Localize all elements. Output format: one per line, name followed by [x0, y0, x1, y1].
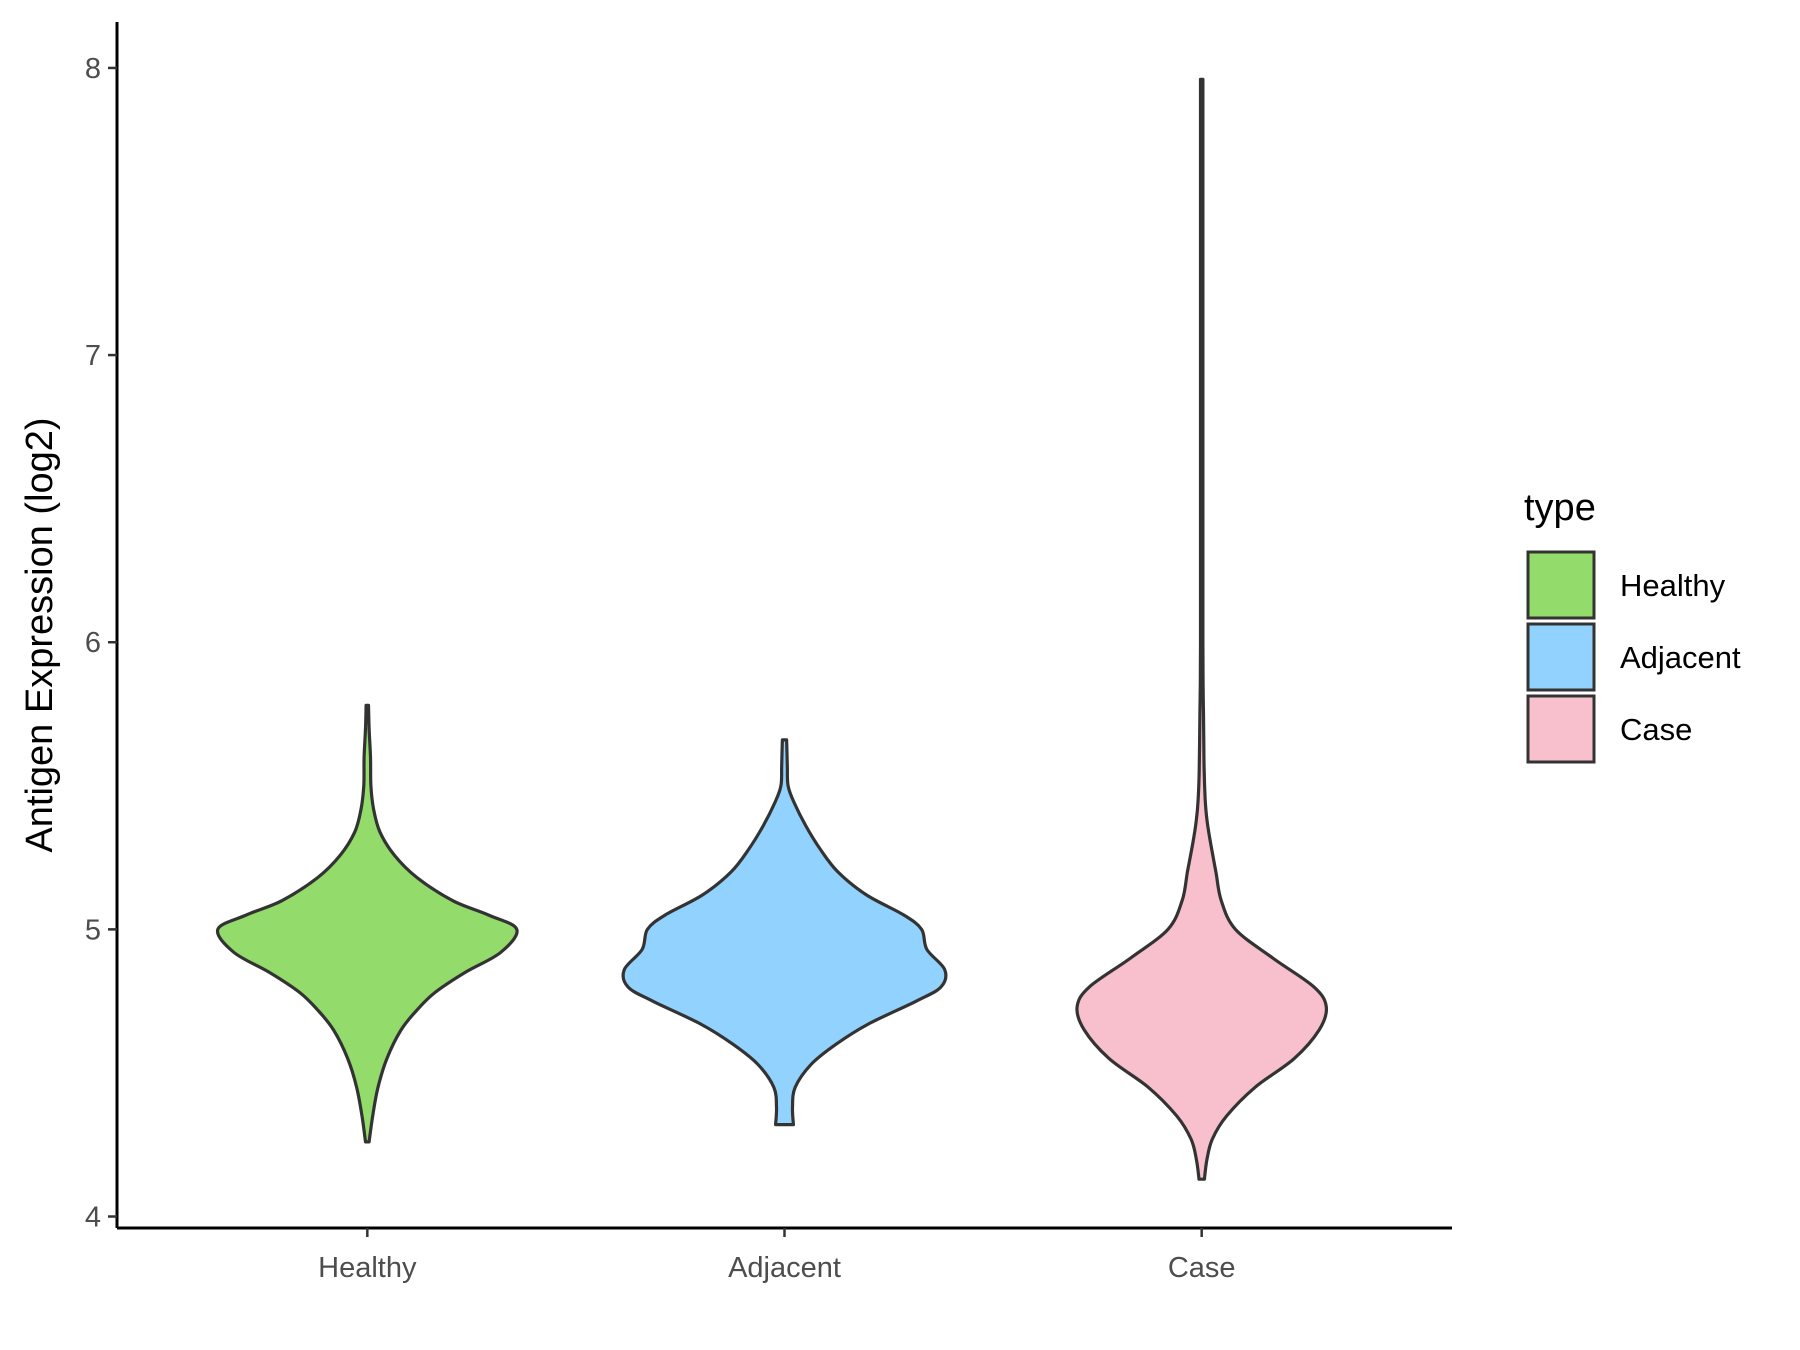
- legend-label-healthy: Healthy: [1620, 568, 1726, 603]
- y-tick-label: 7: [85, 340, 101, 372]
- y-tick-label: 4: [85, 1202, 101, 1234]
- legend-entries: Healthy Adjacent Case: [1526, 550, 1741, 764]
- violin-case: [1075, 77, 1329, 1181]
- legend-title: type: [1524, 487, 1596, 529]
- legend-label-adjacent: Adjacent: [1620, 640, 1741, 675]
- y-ticks: 4 5 6 7 8: [85, 53, 117, 1234]
- legend-label-case: Case: [1620, 712, 1692, 747]
- x-tick-label-case: Case: [1168, 1252, 1236, 1284]
- legend-key-healthy: [1526, 550, 1596, 620]
- y-tick-label: 5: [85, 914, 101, 946]
- y-axis-title: Antigen Expression (log2): [19, 417, 61, 852]
- violin-adjacent: [621, 738, 948, 1127]
- axes-layer: 4 5 6 7 8 Healthy Adjacent Case Antigen Expres…: [19, 22, 1452, 1284]
- violin-healthy: [215, 703, 519, 1144]
- x-ticks: Healthy Adjacent Case: [318, 1228, 1236, 1284]
- y-tick-label: 8: [85, 53, 101, 85]
- legend: type Healthy Adjacent Case: [1524, 487, 1741, 764]
- violins-layer: [215, 77, 1329, 1181]
- x-tick-label-healthy: Healthy: [318, 1252, 417, 1284]
- y-tick-label: 6: [85, 627, 101, 659]
- legend-key-case: [1526, 694, 1596, 764]
- x-tick-label-adjacent: Adjacent: [728, 1252, 841, 1284]
- legend-key-adjacent: [1526, 622, 1596, 692]
